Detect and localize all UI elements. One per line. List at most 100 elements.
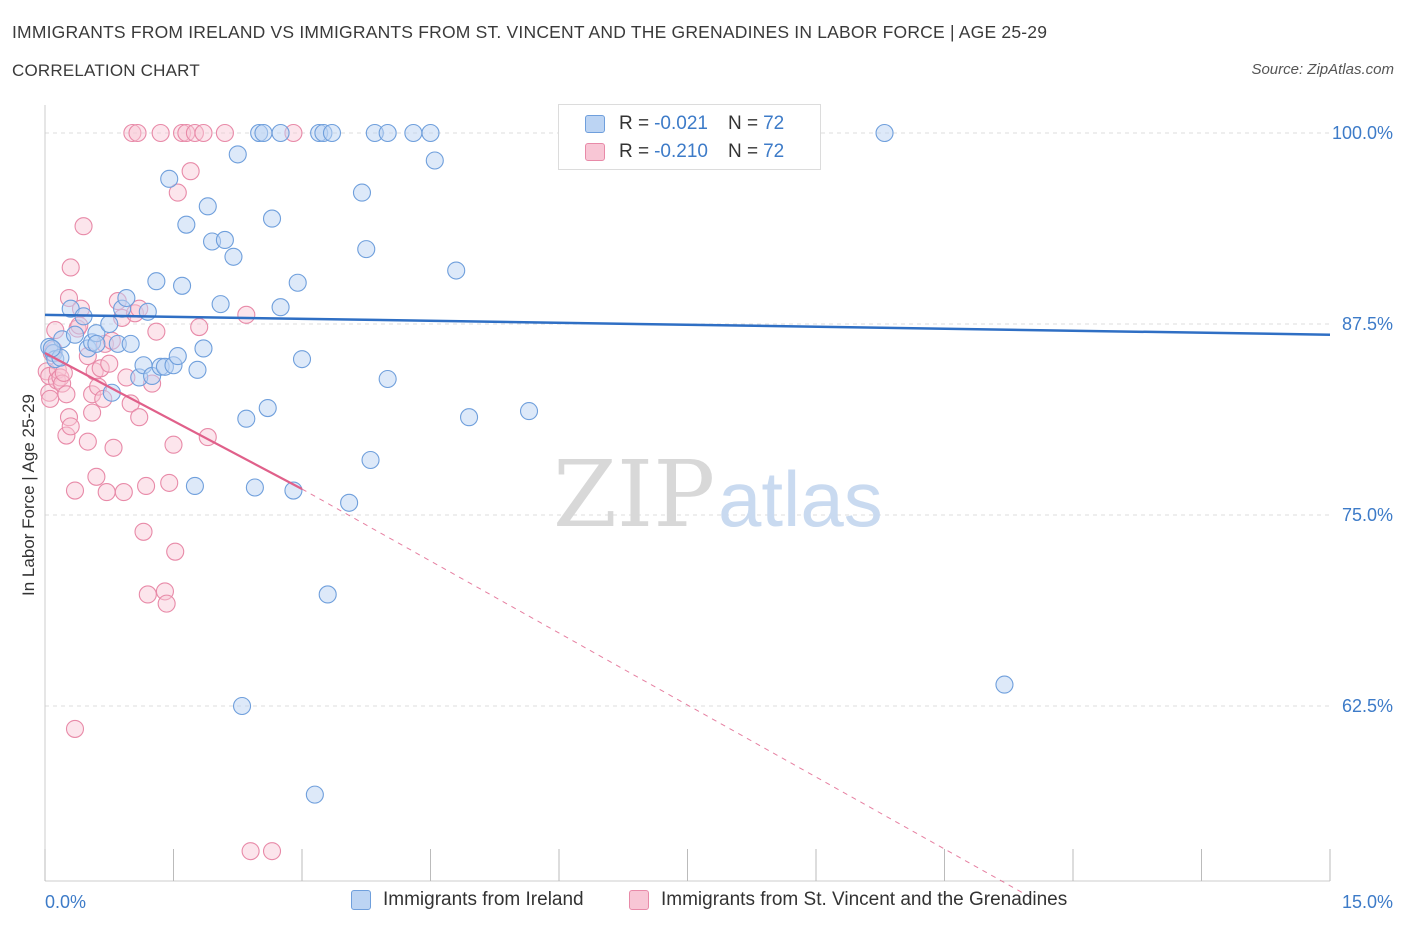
- series-legend-ireland: Immigrants from Ireland: [351, 889, 584, 911]
- data-point-st-vincent: [181, 162, 200, 181]
- data-point-st-vincent: [87, 467, 106, 486]
- data-point-st-vincent: [41, 389, 60, 408]
- data-point-st-vincent: [194, 123, 213, 143]
- data-point-ireland: [121, 334, 140, 353]
- data-point-st-vincent: [237, 305, 256, 324]
- trend-lines: [44, 313, 1331, 898]
- chart-title: IMMIGRANTS FROM IRELAND VS IMMIGRANTS FR…: [12, 22, 1048, 42]
- source-attribution: Source: ZipAtlas.com: [1251, 61, 1394, 78]
- data-point-ireland: [271, 123, 290, 143]
- data-point-ireland: [65, 325, 85, 344]
- data-point-ireland: [215, 230, 234, 250]
- data-point-ireland: [875, 123, 894, 143]
- data-point-ireland: [188, 360, 207, 379]
- data-point-ireland: [117, 288, 136, 308]
- data-point-st-vincent: [134, 522, 153, 541]
- series-swatch-blue: [351, 890, 371, 910]
- legend-row-ireland: R = -0.021 N = 72: [559, 110, 784, 138]
- data-point-ireland: [378, 123, 397, 143]
- legend-n-label: N =: [727, 141, 759, 162]
- y-axis-label: In Labor Force | Age 25-29: [19, 394, 38, 596]
- data-point-st-vincent: [128, 123, 147, 143]
- watermark-atlas: atlas: [718, 455, 883, 543]
- data-point-ireland: [404, 123, 423, 143]
- correlation-legend: R = -0.021 N = 72 R = -0.210 N = 72: [558, 104, 821, 170]
- data-point-ireland: [232, 696, 252, 716]
- x-tick-label: 15.0%: [1342, 892, 1393, 912]
- legend-n-value: 72: [763, 113, 785, 134]
- data-point-st-vincent: [157, 594, 176, 613]
- tick-labels: 62.5% 75.0% 87.5% 100.0% 0.0% 15.0%: [45, 123, 1393, 912]
- legend-r-label: R =: [619, 141, 650, 162]
- pink-series-points: [37, 123, 303, 861]
- watermark-zip: ZIP: [553, 441, 715, 548]
- data-point-ireland: [421, 123, 440, 143]
- data-point-ireland: [254, 123, 273, 143]
- data-point-st-vincent: [65, 719, 85, 738]
- data-point-ireland: [322, 123, 342, 143]
- data-point-st-vincent: [97, 483, 116, 502]
- data-point-ireland: [340, 493, 359, 512]
- legend-swatch-blue: [585, 115, 605, 133]
- data-point-st-vincent: [114, 483, 133, 502]
- data-point-ireland: [262, 209, 282, 228]
- data-point-ireland: [177, 215, 196, 234]
- y-tick-label: 100.0%: [1332, 123, 1393, 143]
- legend-row-st-vincent: R = -0.210 N = 72: [559, 138, 784, 166]
- data-point-st-vincent: [160, 473, 179, 492]
- data-point-st-vincent: [57, 426, 76, 445]
- blue-series-points: [40, 123, 1014, 804]
- data-point-st-vincent: [61, 258, 80, 277]
- data-point-st-vincent: [173, 123, 192, 143]
- data-point-ireland: [198, 197, 217, 216]
- trend-line-ireland: [44, 313, 1331, 336]
- trend-line-st-vincent: [44, 352, 303, 490]
- data-point-st-vincent: [57, 385, 76, 404]
- data-point-st-vincent: [262, 842, 282, 861]
- x-tick-label: 0.0%: [45, 892, 86, 912]
- data-point-ireland: [425, 151, 444, 170]
- data-point-ireland: [318, 585, 337, 604]
- data-point-ireland: [519, 402, 539, 421]
- data-point-st-vincent: [74, 217, 93, 236]
- data-point-ireland: [245, 478, 264, 497]
- data-point-st-vincent: [138, 585, 157, 604]
- data-point-st-vincent: [91, 359, 110, 378]
- y-tick-label: 75.0%: [1342, 505, 1393, 525]
- data-point-ireland: [447, 261, 466, 280]
- data-point-ireland: [288, 273, 307, 292]
- data-point-ireland: [87, 334, 106, 353]
- legend-r-value: -0.210: [654, 141, 708, 162]
- axes: [44, 105, 1331, 882]
- data-point-ireland: [995, 675, 1014, 694]
- series-name-ireland: Immigrants from Ireland: [383, 889, 584, 910]
- data-point-ireland: [173, 276, 192, 295]
- data-point-st-vincent: [151, 123, 170, 143]
- data-point-st-vincent: [168, 183, 187, 202]
- data-point-ireland: [237, 409, 256, 428]
- legend-n-value: 72: [763, 141, 785, 162]
- data-point-ireland: [168, 347, 187, 366]
- legend-r-value: -0.021: [654, 113, 708, 134]
- trend-line-st-vincent-extended: [301, 488, 1031, 898]
- data-point-st-vincent: [147, 322, 166, 341]
- data-point-ireland: [459, 408, 479, 427]
- data-point-ireland: [271, 298, 290, 317]
- data-point-ireland: [100, 314, 119, 334]
- data-point-ireland: [378, 369, 397, 389]
- series-swatch-pink: [629, 890, 649, 910]
- data-point-st-vincent: [59, 408, 79, 427]
- legend-n-label: N =: [727, 113, 759, 134]
- y-tick-label: 62.5%: [1342, 696, 1393, 716]
- data-point-ireland: [211, 295, 230, 314]
- data-point-st-vincent: [100, 354, 119, 373]
- data-point-ireland: [258, 398, 277, 418]
- data-point-ireland: [160, 169, 179, 188]
- legend-r-label: R =: [619, 113, 650, 134]
- data-point-st-vincent: [241, 842, 260, 861]
- data-point-st-vincent: [61, 417, 80, 436]
- legend-swatch-pink: [585, 143, 605, 161]
- data-point-ireland: [361, 450, 380, 470]
- watermark: ZIP atlas: [553, 441, 883, 548]
